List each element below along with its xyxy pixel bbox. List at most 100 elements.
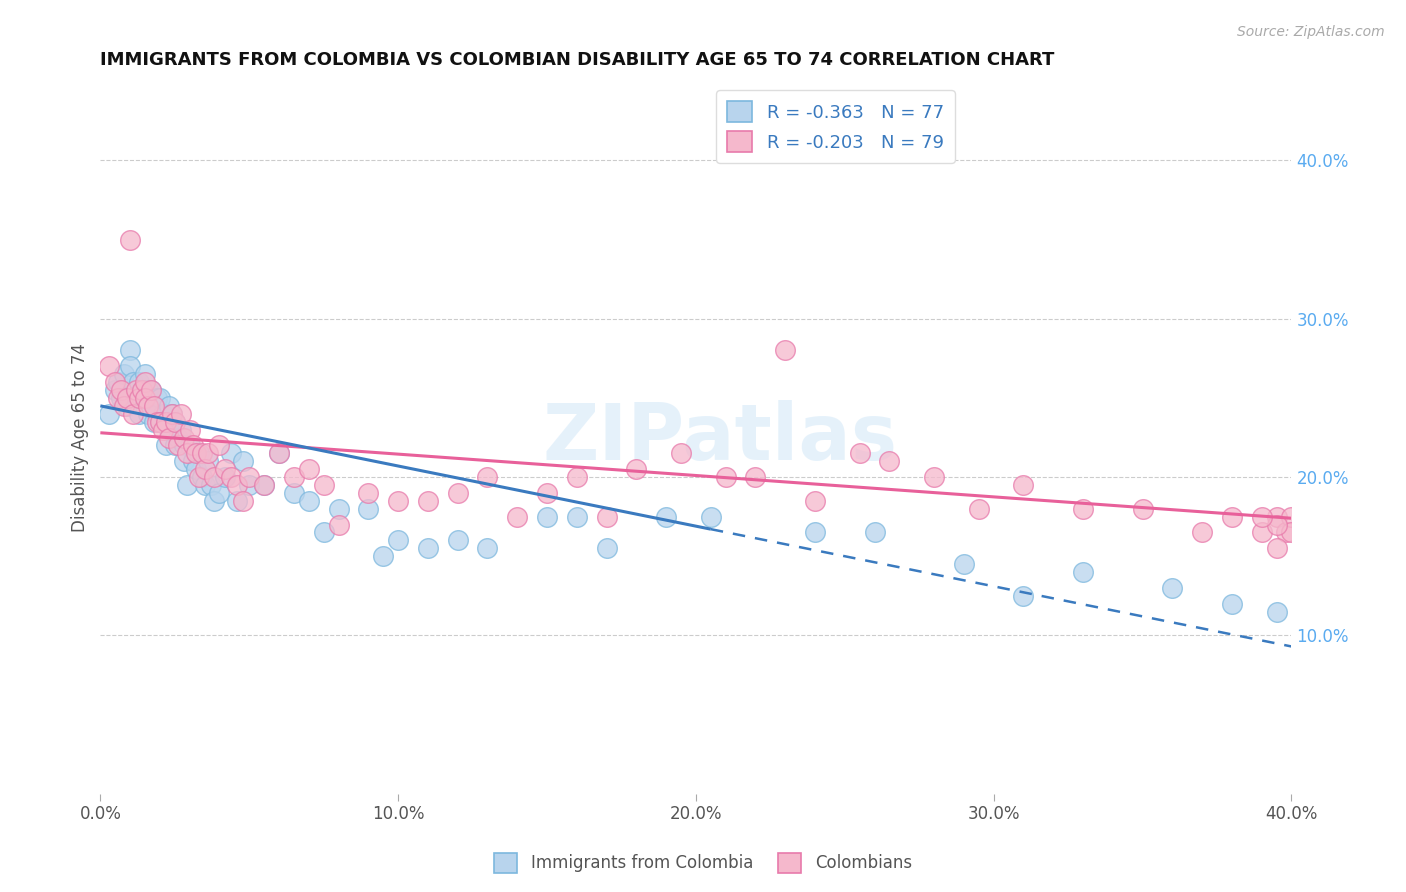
Point	[1250, 509, 1272, 524]
Point	[115, 391, 138, 405]
Point	[170, 423, 193, 437]
Point	[128, 391, 150, 405]
Point	[134, 367, 156, 381]
Point	[238, 470, 260, 484]
Point	[157, 399, 180, 413]
Point	[1274, 525, 1296, 540]
Point	[669, 446, 692, 460]
Point	[626, 462, 648, 476]
Point	[149, 415, 172, 429]
Point	[112, 399, 135, 413]
Point	[120, 359, 142, 374]
Point	[1265, 517, 1288, 532]
Point	[253, 478, 276, 492]
Point	[139, 383, 162, 397]
Point	[163, 415, 186, 429]
Point	[221, 446, 243, 460]
Point	[283, 470, 305, 484]
Point	[160, 407, 183, 421]
Point	[166, 438, 188, 452]
Point	[160, 407, 183, 421]
Point	[128, 407, 150, 421]
Point	[173, 430, 195, 444]
Point	[312, 525, 335, 540]
Point	[1071, 501, 1094, 516]
Point	[1281, 509, 1303, 524]
Point	[197, 446, 219, 460]
Point	[416, 493, 439, 508]
Point	[128, 375, 150, 389]
Point	[181, 454, 204, 468]
Point	[120, 343, 142, 358]
Point	[208, 486, 231, 500]
Point	[122, 375, 145, 389]
Point	[187, 470, 209, 484]
Point	[107, 391, 129, 405]
Point	[536, 486, 558, 500]
Point	[1071, 565, 1094, 579]
Point	[416, 541, 439, 556]
Text: Source: ZipAtlas.com: Source: ZipAtlas.com	[1237, 25, 1385, 39]
Legend: R = -0.363   N = 77, R = -0.203   N = 79: R = -0.363 N = 77, R = -0.203 N = 79	[717, 90, 955, 162]
Point	[104, 383, 127, 397]
Point	[120, 233, 142, 247]
Point	[115, 399, 138, 413]
Point	[157, 430, 180, 444]
Point	[149, 391, 172, 405]
Point	[714, 470, 737, 484]
Point	[267, 446, 290, 460]
Point	[98, 359, 121, 374]
Point	[104, 375, 127, 389]
Y-axis label: Disability Age 65 to 74: Disability Age 65 to 74	[72, 343, 89, 532]
Point	[1265, 509, 1288, 524]
Point	[1281, 525, 1303, 540]
Point	[1191, 525, 1213, 540]
Point	[112, 367, 135, 381]
Point	[565, 509, 588, 524]
Point	[170, 407, 193, 421]
Point	[773, 343, 796, 358]
Point	[190, 446, 212, 460]
Point	[506, 509, 529, 524]
Point	[146, 415, 169, 429]
Point	[110, 383, 132, 397]
Point	[967, 501, 990, 516]
Point	[804, 493, 827, 508]
Point	[136, 399, 159, 413]
Point	[387, 533, 409, 548]
Point	[173, 438, 195, 452]
Point	[155, 438, 177, 452]
Point	[184, 446, 207, 460]
Point	[202, 493, 225, 508]
Point	[131, 383, 153, 397]
Point	[149, 415, 172, 429]
Point	[536, 509, 558, 524]
Point	[152, 423, 174, 437]
Point	[181, 438, 204, 452]
Point	[173, 454, 195, 468]
Point	[139, 383, 162, 397]
Point	[214, 462, 236, 476]
Point	[1250, 525, 1272, 540]
Point	[1220, 597, 1243, 611]
Point	[142, 399, 165, 413]
Point	[595, 509, 617, 524]
Point	[136, 407, 159, 421]
Point	[1161, 581, 1184, 595]
Point	[146, 391, 169, 405]
Point	[179, 423, 201, 437]
Point	[328, 501, 350, 516]
Point	[107, 375, 129, 389]
Point	[922, 470, 945, 484]
Point	[226, 478, 249, 492]
Point	[176, 446, 198, 460]
Point	[328, 517, 350, 532]
Point	[110, 391, 132, 405]
Text: ZIPatlas: ZIPatlas	[543, 400, 897, 475]
Point	[953, 557, 976, 571]
Point	[131, 383, 153, 397]
Point	[194, 462, 217, 476]
Point	[134, 375, 156, 389]
Point	[190, 470, 212, 484]
Point	[142, 415, 165, 429]
